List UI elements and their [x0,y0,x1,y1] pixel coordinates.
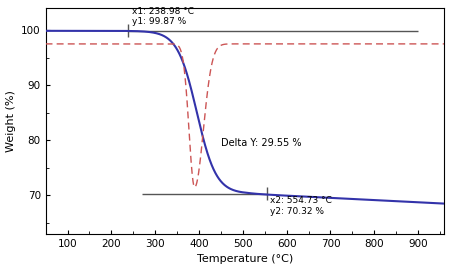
X-axis label: Temperature (°C): Temperature (°C) [197,254,293,264]
Text: x2: 554.73 °C
y2: 70.32 %: x2: 554.73 °C y2: 70.32 % [270,197,332,216]
Y-axis label: Weight (%): Weight (%) [5,90,16,152]
Text: Delta Y: 29.55 %: Delta Y: 29.55 % [221,138,302,148]
Text: x1: 238.98 °C
y1: 99.87 %: x1: 238.98 °C y1: 99.87 % [132,7,194,26]
